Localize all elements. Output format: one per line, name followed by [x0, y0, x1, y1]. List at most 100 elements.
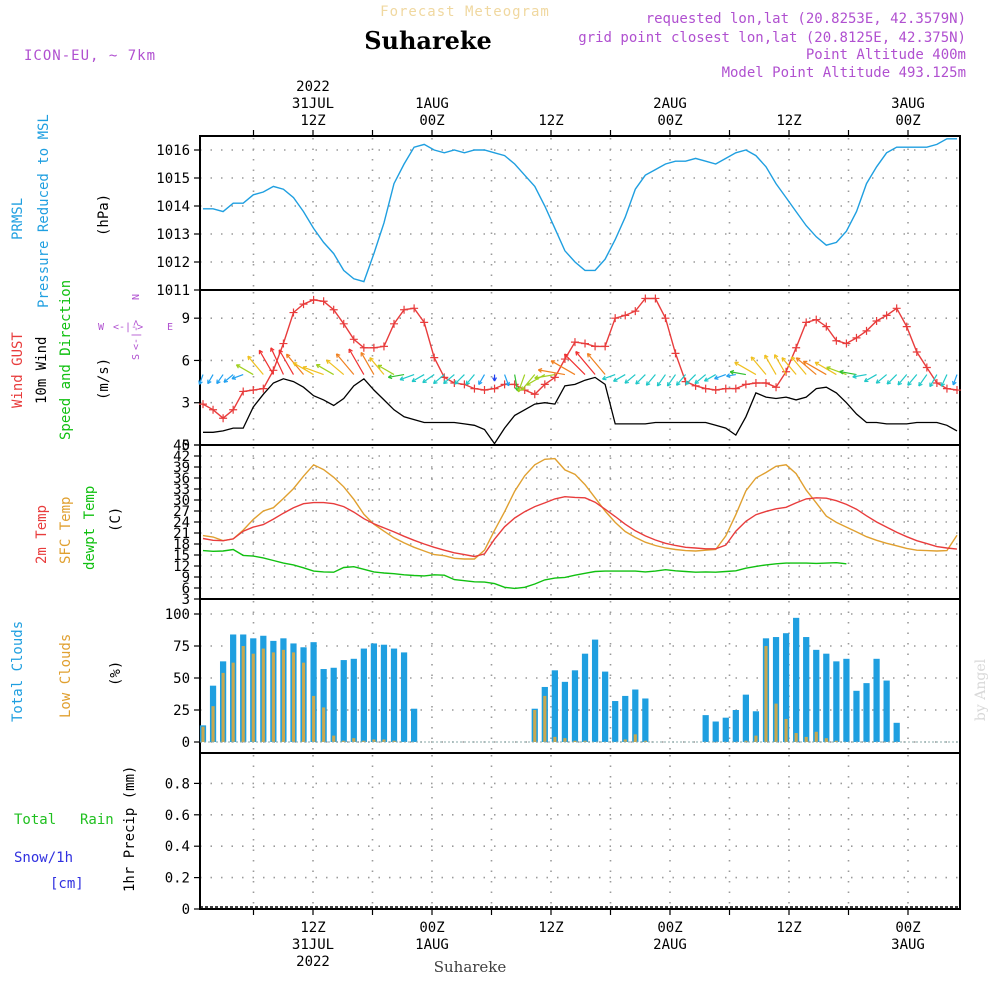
low-cloud-bar [774, 703, 778, 742]
wind-arrow-head [537, 368, 543, 373]
gust-marker [430, 353, 439, 362]
wind-arrow [864, 374, 877, 383]
wind-arrow-head [302, 365, 308, 371]
low-clouds-label: Low Clouds [58, 634, 74, 718]
wind-arrow [526, 374, 546, 386]
gust-marker [470, 384, 479, 393]
gust-marker [379, 342, 388, 351]
gust-marker [239, 387, 248, 396]
total-cloud-bar [722, 717, 729, 742]
gust-marker [932, 379, 941, 387]
wind-arrow-head [852, 374, 857, 379]
wind-arrow-head [278, 349, 283, 354]
gust-marker [329, 305, 338, 314]
wind-arrow-head [656, 381, 662, 387]
wind-arrow [704, 374, 717, 382]
wind-arrow [790, 356, 807, 375]
precip-unit: 1hr Precip (mm) [122, 766, 138, 892]
low-cloud-bar [623, 739, 627, 742]
wind-arrow [602, 373, 616, 380]
low-cloud-bar [271, 652, 275, 742]
total-cloud-bar [310, 642, 317, 742]
total-cloud-bar [873, 658, 880, 742]
wind-arrow-head [465, 380, 471, 386]
wind-arrow [550, 360, 576, 376]
gust-marker [802, 318, 811, 327]
wind-arrow-head [563, 353, 569, 359]
y-tick-label: 0.6 [165, 808, 190, 824]
grid-point-coords: grid point closest lon,lat (20.8125E, 42… [578, 30, 966, 46]
wind-arrow-head [422, 378, 427, 384]
wind-arrow [433, 374, 445, 385]
bottom-time-label: 2AUG [653, 937, 687, 953]
wind-arrow-head [781, 357, 786, 362]
wind-arrow [897, 374, 908, 386]
wind-arrow-head [703, 377, 709, 382]
gust-marker [219, 414, 228, 423]
total-cloud-bar [752, 711, 760, 742]
wind-arrow [443, 374, 455, 385]
wind-arrow-head [432, 379, 438, 385]
low-cloud-bar [744, 740, 748, 742]
total-cloud-bar [581, 653, 589, 742]
wind-arrow-head [764, 354, 769, 360]
bottom-time-label: 00Z [419, 920, 444, 936]
wind-arrow [411, 374, 425, 383]
svg-text:<-|->: <-|-> [131, 320, 142, 350]
wind-arrow-head [952, 380, 957, 386]
gust-marker [611, 314, 620, 323]
wind-arrow-head [875, 379, 881, 384]
y-tick-label: 39 [173, 460, 190, 476]
low-cloud-bar [553, 736, 557, 742]
wind-arrow [326, 359, 345, 376]
wind-arrow-head [624, 379, 629, 384]
y-tick-label: 0 [182, 735, 190, 751]
gust-marker [359, 343, 368, 352]
wind-arrow [564, 353, 586, 375]
bottom-time-label: 12Z [776, 920, 801, 936]
wind-arrow-head [602, 375, 607, 381]
gust-marker [741, 380, 750, 389]
wind-arrow-head [377, 364, 383, 370]
snow-label: Snow/1h [14, 850, 73, 866]
model-altitude: Model Point Altitude 493.125m [722, 65, 966, 81]
top-time-label: 12Z [538, 113, 563, 129]
wind-arrow-head [478, 380, 483, 386]
total-cloud-bar [642, 698, 649, 742]
precip-panel-labels: Total Rain Snow/1h [cm] 1hr Precip (mm) [14, 766, 138, 892]
y-tick-label: 9 [182, 311, 190, 327]
wind-arrow-head [360, 351, 365, 357]
wind-arrow-head [802, 360, 808, 366]
low-cloud-bar [352, 738, 356, 742]
gust-marker [510, 380, 519, 389]
gust-marker [289, 308, 298, 317]
y-tick-label: 3 [182, 592, 190, 608]
wind-arrow-head [231, 375, 236, 380]
total-cloud-bar [571, 670, 579, 742]
gust-marker [339, 319, 348, 328]
wind-arrow [764, 354, 777, 375]
wind-arrow [422, 374, 435, 384]
y-tick-label: 3 [182, 396, 190, 412]
gust-marker [480, 386, 489, 395]
wind-arrow [803, 360, 827, 376]
bottom-time-label: 00Z [657, 920, 682, 936]
wind-arrow [656, 374, 666, 387]
wind-arrow [676, 374, 687, 386]
wind-arrow [236, 364, 254, 376]
gust-marker [882, 311, 891, 320]
gust-marker [661, 314, 670, 323]
wind-arrow-head [223, 378, 229, 383]
total-cloud-bar [340, 660, 347, 742]
y-tick-label: 6 [182, 581, 190, 597]
wind-arrow-head [918, 381, 923, 387]
low-cloud-bar [784, 718, 788, 742]
wind-arrow [538, 369, 566, 376]
wind-arrow [278, 349, 294, 375]
low-cloud-bar [322, 707, 326, 742]
wind-arrow [586, 353, 606, 375]
wind-arrow-head [292, 362, 298, 367]
svg-text:N: N [131, 294, 142, 300]
wind-arrow [292, 362, 314, 376]
